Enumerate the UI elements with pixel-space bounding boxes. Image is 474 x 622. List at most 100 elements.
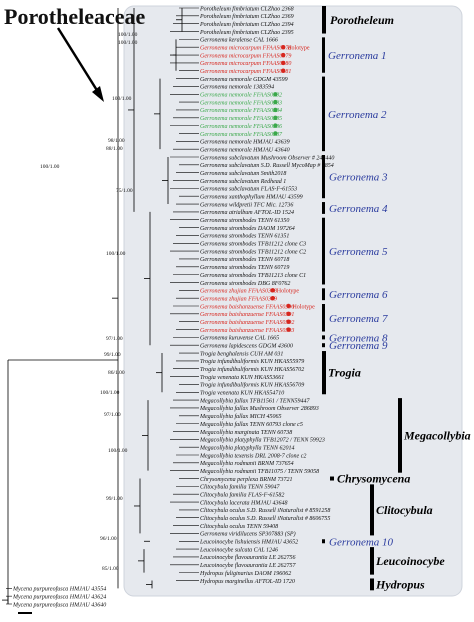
support-value: 98/1.00 (108, 138, 125, 144)
clade-name: Chrysomycena (337, 472, 410, 486)
specimen-dot (281, 45, 286, 50)
specimen-dot (286, 311, 291, 317)
taxon-label: Gerronema lapidescens GDGM 43600 (200, 343, 293, 350)
clade-bar (322, 304, 325, 332)
clade-name: Gerronema 2 (328, 109, 387, 121)
specimen-dot (273, 107, 278, 113)
support-value: 100/1.00 (118, 40, 138, 46)
support-value: 97/1.00 (104, 412, 121, 418)
taxon-label: Gerronema strombodes TFB11212 clone C2 (200, 249, 306, 255)
holotype-label: Holotype (292, 304, 315, 310)
taxon-label: Trogia infundibuliformis KUN HKAS55979 (200, 358, 304, 365)
taxon-label: Mycena purpureofusca HMJAU 43624 (12, 593, 106, 600)
taxon-label: Leucoinocybe sulcata CAL 1246 (199, 546, 278, 553)
taxon-label: Gerronema strombodes TENN 61351 (200, 234, 289, 240)
support-value: 100/1.00 (106, 251, 126, 257)
support-value: 85/1.00 (102, 566, 119, 572)
specimen-dot (281, 52, 286, 58)
specimen-dot (281, 60, 286, 66)
taxon-label: Gerronema baishanzuense FFAAS0391 (200, 312, 294, 318)
taxon-label: Gerronema strombodes TENN 60718 (200, 257, 289, 263)
taxon-label: Megacollybia rodmanii TFB11075 / TENN 59… (199, 469, 319, 475)
taxon-label: Megacollybia fallax TENN 60793 clone c5 (199, 421, 303, 428)
clade-bar (330, 476, 334, 481)
clade-bar (322, 539, 325, 544)
taxon-label: Gerronema microcarpum FFAAS0380 (200, 61, 291, 67)
clade-bar (322, 37, 325, 73)
taxon-label: Gerronema microcarpum FFAAS0378 (200, 46, 291, 52)
taxon-label: Gerronema viridilucens SP307883 (SP) (200, 531, 296, 538)
support-value: 99/1.00 (104, 352, 121, 358)
taxon-label: Gerronema strombodes TFB11213 clone C1 (200, 273, 306, 279)
taxon-label: Trogia venenata KUN HKAS53661 (200, 375, 284, 381)
support-value: 100/1.00 (118, 32, 138, 38)
clade-name: Hydropus (375, 577, 425, 591)
taxon-label: Gerronema baishanzuense FFAAS0393 (200, 328, 294, 334)
clade-name: Trogia (328, 366, 361, 380)
taxon-label: Gerronema xanthophyllum HMJAU 43599 (200, 194, 303, 201)
scale-bar (18, 612, 32, 614)
taxon-label: Leucoinocybe flavoaurantia LE 262757 (199, 562, 296, 569)
taxon-label: Clitocybula lacerata HMJAU 43648 (200, 499, 287, 506)
taxon-label: Gerronema nemorale HMJAU 43640 (200, 146, 290, 153)
clade-name: Gerronema 1 (328, 50, 387, 62)
specimen-dot (281, 68, 286, 73)
taxon-label: Gerronema zhujian FFAAS0389 (200, 296, 277, 302)
holotype-label: Holotype (287, 46, 310, 52)
support-values: 100/1.00 100/1.00 100/1.00 98/1.00 88/1.00 10… (40, 32, 138, 572)
taxon-label: Gerronema nemorale HMJAU 43639 (200, 139, 290, 146)
taxon-label: Megacollybia fallax Mushroom Observer 28… (199, 405, 319, 412)
taxon-label: Gerronema subclavatum Smith2018 (200, 171, 286, 177)
taxon-label: Hydropus fuliginarius DAOM 196062 (199, 570, 291, 577)
taxon-label: Gerronema nemorale FFAAS0382 (200, 93, 282, 99)
taxon-label: Clitocybula familia FLAS-F-61582 (200, 492, 284, 499)
taxon-label: Porotheleum fimbriatum CLZhao 2395 (199, 29, 294, 36)
clade-bar (370, 484, 374, 536)
support-value: 97/1.00 (106, 336, 123, 342)
clade-name: Gerronema 8 (329, 332, 388, 344)
clade-bar (322, 217, 325, 285)
taxon-label: Gerronema baishanzuense FFAAS0392 (200, 320, 294, 326)
specimen-dot (273, 92, 278, 97)
taxon-label: Leucoinocybe flavoaurantia LE 262756 (199, 554, 296, 561)
taxon-label: Clitocybula oculus TENN 59408 (200, 523, 278, 530)
support-value: 75/1.00 (116, 188, 133, 194)
taxon-label: Gerronema strombodes TENN 61350 (200, 218, 289, 224)
clade-name: Gerronema 4 (329, 203, 388, 215)
taxon-label: Gerronema nemorale FFAAS0387 (200, 132, 283, 138)
clade-name: Gerronema 7 (329, 313, 388, 325)
taxon-label: Chrysomycena perplexa BRNM 73721 (200, 477, 292, 483)
clade-bar (322, 351, 326, 395)
family-arrow (56, 27, 104, 102)
taxon-label: Gerronema zhujian FFAAS0388 (200, 289, 277, 295)
taxon-label: Gerronema nemorale FFAAS0383 (200, 100, 282, 106)
clade-name: Clitocybula (376, 503, 433, 517)
support-value: 100/1.00 (100, 390, 120, 396)
taxon-label: Trogia infundibuliformis KUN HKAS56702 (200, 366, 304, 373)
specimen-dot (273, 115, 278, 120)
taxon-label: Megacollybia platyphylla TFB12072 / TENN… (199, 438, 325, 444)
taxon-label: Gerronema nemorale 1383594 (200, 84, 274, 91)
clade-bar (370, 578, 374, 591)
taxon-labels: Porotheleum fimbriatum CLZhao 2368 Poroth… (12, 5, 334, 608)
specimen-dot (273, 131, 278, 136)
clade-name: Megacollybia (403, 428, 471, 442)
taxon-label: Clitocybula familia TENN 59047 (200, 484, 281, 491)
support-value: 99/1.00 (106, 496, 123, 502)
support-value: 100/1.00 (108, 448, 128, 454)
taxon-label: Megacollybia platyphylla TENN 62014 (199, 444, 295, 451)
taxon-label: Gerronema nemorale GDGM 43599 (200, 76, 288, 83)
clade-bar (322, 155, 325, 199)
taxon-label: Porotheleum fimbriatum CLZhao 2368 (199, 5, 294, 12)
taxon-label: Gerronema subclavatum Mushroom Observer … (200, 154, 334, 161)
clade-bar (322, 343, 325, 348)
clade-bar (322, 288, 325, 301)
taxon-label: Gerronema strombodes DAOM 197264 (200, 225, 295, 232)
family-title: Porotheleaceae (4, 4, 146, 29)
taxon-label: Gerronema microcarpum FFAAS0379 (200, 53, 291, 59)
taxon-label: Megacollybia rodmanii BRNM 737654 (199, 460, 294, 467)
taxon-label: Megacollybia fallax MICH 45065 (199, 413, 281, 420)
taxon-label: Gerronema subclavatum S.D. Russell MycoM… (200, 162, 334, 169)
support-value: 100/1.00 (112, 96, 132, 102)
